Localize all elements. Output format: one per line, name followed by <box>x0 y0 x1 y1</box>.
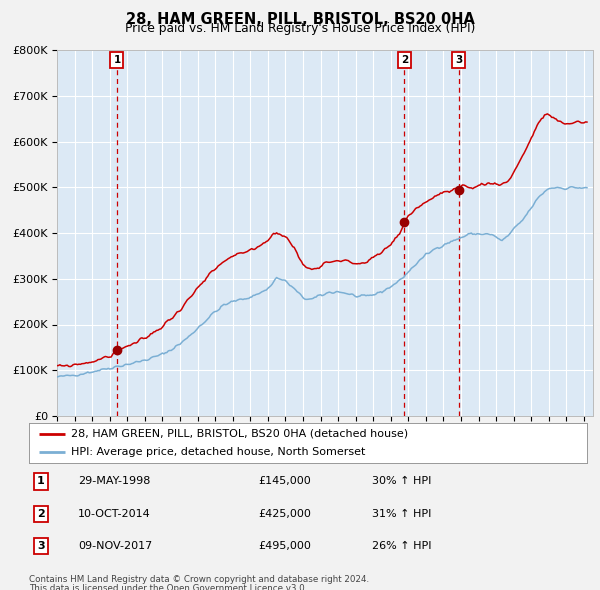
Text: £145,000: £145,000 <box>258 477 311 486</box>
Text: 28, HAM GREEN, PILL, BRISTOL, BS20 0HA (detached house): 28, HAM GREEN, PILL, BRISTOL, BS20 0HA (… <box>71 429 408 439</box>
Text: This data is licensed under the Open Government Licence v3.0.: This data is licensed under the Open Gov… <box>29 584 307 590</box>
Text: 1: 1 <box>37 477 44 486</box>
Text: 31% ↑ HPI: 31% ↑ HPI <box>372 509 431 519</box>
Text: 2: 2 <box>401 55 408 65</box>
Text: 3: 3 <box>37 542 44 551</box>
Text: Contains HM Land Registry data © Crown copyright and database right 2024.: Contains HM Land Registry data © Crown c… <box>29 575 369 584</box>
Text: 30% ↑ HPI: 30% ↑ HPI <box>372 477 431 486</box>
Text: £495,000: £495,000 <box>258 542 311 551</box>
Text: 10-OCT-2014: 10-OCT-2014 <box>78 509 151 519</box>
Text: Price paid vs. HM Land Registry's House Price Index (HPI): Price paid vs. HM Land Registry's House … <box>125 22 475 35</box>
Text: 29-MAY-1998: 29-MAY-1998 <box>78 477 151 486</box>
Text: 28, HAM GREEN, PILL, BRISTOL, BS20 0HA: 28, HAM GREEN, PILL, BRISTOL, BS20 0HA <box>125 12 475 27</box>
Text: 1: 1 <box>113 55 121 65</box>
Text: HPI: Average price, detached house, North Somerset: HPI: Average price, detached house, Nort… <box>71 447 365 457</box>
Text: £425,000: £425,000 <box>258 509 311 519</box>
Text: 2: 2 <box>37 509 44 519</box>
Text: 3: 3 <box>455 55 462 65</box>
Text: 26% ↑ HPI: 26% ↑ HPI <box>372 542 431 551</box>
Text: 09-NOV-2017: 09-NOV-2017 <box>78 542 152 551</box>
